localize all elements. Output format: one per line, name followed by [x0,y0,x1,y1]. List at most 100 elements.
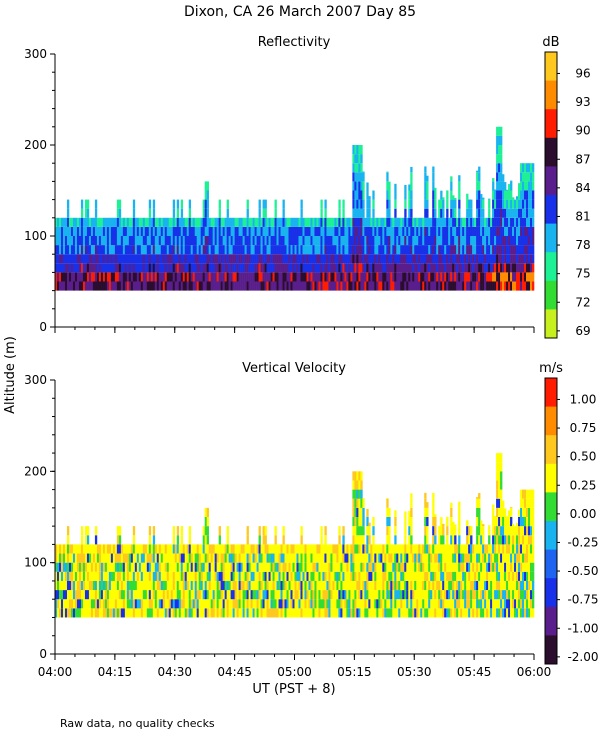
data-cell [530,489,533,499]
data-cell [178,544,182,554]
data-cell [426,544,429,554]
data-cell [342,226,345,236]
data-cell [366,190,369,200]
data-cell [104,608,108,618]
data-cell [362,263,365,273]
data-cell [176,599,180,609]
colorbar-label: 93 [575,95,590,109]
data-cell [158,599,162,609]
data-cell [518,263,521,273]
data-cell [514,590,517,600]
data-cell [260,226,263,236]
data-cell [222,281,225,291]
data-cell [322,281,325,291]
data-cell [192,281,196,291]
data-cell [356,580,359,591]
data-cell [518,599,521,609]
data-cell [166,217,170,227]
data-cell [216,571,219,581]
data-cell [220,254,223,264]
data-cell [458,226,461,236]
data-cell [252,263,255,273]
data-cell [302,263,305,273]
data-cell [208,281,211,291]
data-cell [466,193,469,200]
data-cell [528,489,531,499]
data-cell [506,245,509,255]
data-cell [184,226,188,236]
data-cell [404,245,407,255]
data-cell [298,544,301,554]
data-cell [430,599,433,609]
data-cell [390,236,393,246]
data-cell [290,580,293,591]
data-cell [114,217,118,227]
data-cell [162,544,166,554]
data-cell [300,236,303,246]
data-cell [352,245,355,255]
data-cell [62,599,66,609]
data-cell [516,590,519,600]
data-cell [426,526,429,536]
data-cell [186,608,190,618]
data-cell [430,217,433,227]
data-cell [362,254,365,264]
data-cell [338,526,341,536]
data-cell [396,263,399,273]
data-cell [422,553,425,563]
data-cell [200,562,203,572]
data-cell [156,553,160,563]
data-cell [96,281,100,291]
data-cell [480,580,483,591]
data-cell [506,517,509,527]
data-cell [362,236,365,246]
data-cell [504,254,507,264]
data-cell [470,245,473,255]
data-cell [354,217,357,227]
data-cell [186,263,190,273]
data-cell [372,517,375,527]
data-cell [124,544,128,554]
data-cell [434,190,437,200]
data-cell [244,544,247,554]
data-cell [250,281,253,291]
data-cell [454,580,457,591]
data-cell [152,254,156,264]
data-cell [124,571,128,581]
data-cell [294,544,297,554]
data-cell [310,608,313,618]
data-cell [312,263,315,273]
data-cell [498,489,501,499]
data-cell [102,553,106,563]
data-cell [136,590,140,600]
data-cell [152,526,156,536]
data-cell [390,590,393,600]
data-cell [216,254,219,264]
data-cell [422,217,425,227]
data-cell [434,599,437,609]
data-cell [158,553,162,563]
data-cell [62,245,66,255]
data-cell [412,236,415,246]
data-cell [494,553,497,563]
data-cell [246,553,249,563]
data-cell [420,590,423,600]
data-cell [520,272,523,282]
data-cell [500,208,503,218]
data-cell [276,562,279,572]
data-cell [508,236,511,246]
data-cell [246,544,249,554]
data-cell [300,281,303,291]
data-cell [478,571,481,581]
data-cell [330,226,333,236]
data-cell [148,608,152,618]
data-cell [154,272,158,282]
data-cell [220,263,223,273]
data-cell [230,608,233,618]
data-cell [390,553,393,563]
data-cell [326,281,329,291]
data-cell [64,236,68,246]
data-cell [522,498,525,508]
data-cell [82,281,86,291]
data-cell [120,553,124,563]
